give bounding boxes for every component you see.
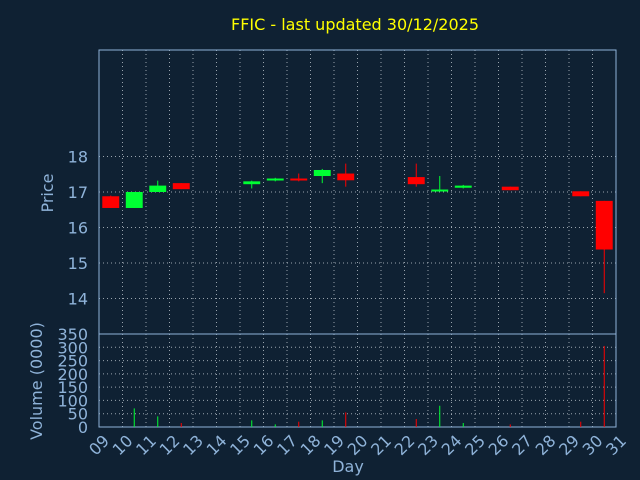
x-tick-label: 31	[602, 431, 630, 459]
volume-panel-frame	[98, 333, 617, 428]
candle-body	[454, 185, 472, 188]
volume-tick-label: 300	[57, 338, 88, 357]
candle-body	[313, 169, 331, 177]
candle-body	[172, 183, 190, 190]
price-tick-label: 14	[68, 290, 88, 309]
candle-body	[290, 178, 308, 181]
candle-body	[266, 178, 284, 181]
price-panel: 14 15 16 17 18	[68, 49, 617, 335]
candle-body	[501, 186, 519, 191]
candle-body	[407, 177, 425, 185]
candle-body	[125, 192, 143, 208]
price-tick-label: 18	[68, 148, 88, 167]
volume-tick-label: 100	[57, 391, 88, 410]
candle-body	[572, 191, 590, 197]
volume-tick-label: 250	[57, 352, 88, 371]
volume-tick-label: 200	[57, 365, 88, 384]
volume-tick-label: 50	[68, 405, 88, 424]
volume-tick-label: 0	[78, 418, 88, 437]
candle-body	[243, 181, 261, 185]
candle-body	[102, 196, 120, 208]
price-tick-label: 15	[68, 254, 88, 273]
candle-body	[595, 200, 613, 250]
x-axis-label: Day	[332, 457, 364, 476]
volume-tick-label: 350	[57, 325, 88, 344]
candle-body	[431, 189, 449, 192]
volume-tick-label: 150	[57, 378, 88, 397]
price-tick-label: 16	[68, 219, 88, 238]
price-axis-label: Price	[38, 173, 57, 212]
x-axis: 0910111213141516171819202122232425262728…	[85, 431, 630, 459]
price-panel-frame	[98, 49, 617, 335]
volume-axis-label: Volume (0000)	[27, 322, 46, 440]
price-tick-label: 17	[68, 183, 88, 202]
candle-body	[149, 185, 167, 192]
candle-body	[337, 173, 355, 181]
chart-title: FFIC - last updated 30/12/2025	[231, 15, 479, 34]
